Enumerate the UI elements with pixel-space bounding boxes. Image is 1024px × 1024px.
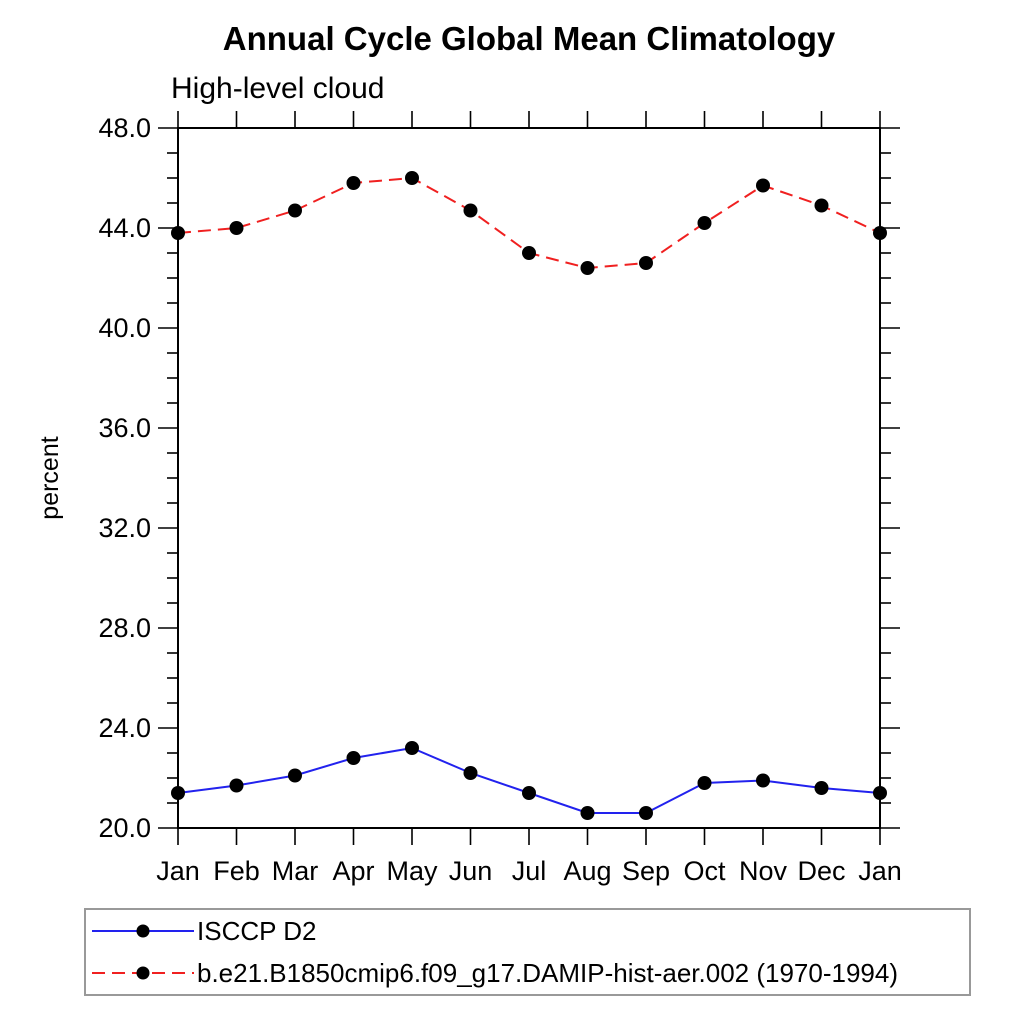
legend: ISCCP D2 b.e21.B1850cmip6.f09_g17.DAMIP-…: [84, 908, 971, 996]
data-point: [697, 776, 712, 790]
x-tick-label: Oct: [683, 856, 726, 886]
chart-title: Annual Cycle Global Mean Climatology: [222, 20, 836, 57]
y-tick-label: 28.0: [98, 613, 151, 643]
y-tick-label: 36.0: [98, 413, 151, 443]
data-point: [814, 781, 829, 795]
x-tick-label: May: [386, 856, 438, 886]
y-tick-label: 20.0: [98, 813, 151, 843]
data-point: [522, 786, 536, 800]
y-tick-label: 44.0: [98, 213, 151, 243]
x-tick-label: Apr: [332, 856, 374, 886]
data-point: [756, 773, 770, 788]
data-point: [580, 261, 595, 275]
y-tick-label: 48.0: [98, 113, 151, 143]
legend-label-isccp: ISCCP D2: [197, 915, 317, 946]
data-point: [756, 178, 770, 193]
y-axis-label: percent: [36, 436, 64, 519]
data-point: [346, 751, 361, 765]
data-point: [522, 246, 536, 260]
data-point: [405, 171, 419, 185]
chart-plot-area: 20.0 24.0 28.0 32.0 36.0 40.0 44.0 48.0 Jan Feb Ma…: [36, 111, 902, 886]
data-point: [814, 198, 829, 213]
x-tick-label: Feb: [213, 856, 260, 886]
legend-line-sample-solid: [92, 924, 194, 938]
data-point: [288, 203, 302, 218]
data-point: [229, 778, 244, 793]
series-line-0: [177, 746, 881, 814]
x-tick-label: Dec: [797, 856, 845, 886]
data-point: [229, 221, 244, 235]
x-tick-label: Aug: [563, 856, 611, 886]
data-point: [463, 203, 478, 218]
data-point: [697, 216, 712, 230]
y-tick-label: 40.0: [98, 313, 151, 343]
chart-subtitle: High-level cloud: [171, 72, 385, 105]
data-point: [288, 768, 302, 783]
data-point: [873, 226, 887, 240]
x-tick-label: Jan: [156, 856, 200, 886]
data-point: [171, 226, 185, 240]
legend-line-sample-dashed: [92, 966, 194, 980]
x-tick-label: Mar: [272, 856, 319, 886]
data-point: [639, 256, 653, 270]
data-point: [346, 176, 361, 190]
legend-label-model: b.e21.B1850cmip6.f09_g17.DAMIP-hist-aer.…: [197, 957, 898, 988]
legend-item-isccp: ISCCP D2: [86, 910, 969, 952]
data-point: [639, 806, 653, 820]
data-point: [463, 766, 478, 780]
y-tick-label: 24.0: [98, 713, 151, 743]
legend-item-model: b.e21.B1850cmip6.f09_g17.DAMIP-hist-aer.…: [86, 952, 969, 994]
y-tick-label: 32.0: [98, 513, 151, 543]
x-tick-label: Jun: [449, 856, 493, 886]
x-tick-label: Sep: [622, 856, 670, 886]
x-tick-label: Jan: [858, 856, 902, 886]
x-tick-label: Nov: [739, 856, 788, 886]
data-point: [171, 786, 185, 800]
x-tick-label: Jul: [512, 856, 547, 886]
data-point: [580, 806, 595, 820]
plot-frame: [177, 127, 881, 829]
data-point: [873, 786, 887, 800]
data-point: [405, 741, 419, 755]
